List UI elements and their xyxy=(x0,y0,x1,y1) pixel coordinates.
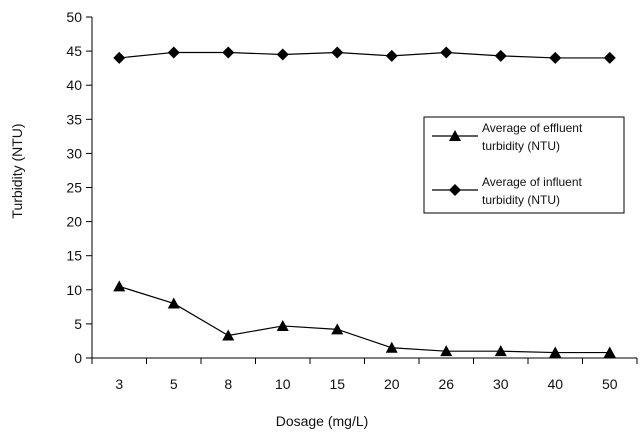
series-1-point-6 xyxy=(440,46,453,59)
series-1-point-5 xyxy=(385,49,398,62)
y-tick-label-8: 40 xyxy=(66,77,82,93)
y-tick-label-5: 25 xyxy=(66,180,82,196)
x-axis-title: Dosage (mg/L) xyxy=(276,413,369,429)
series-1-point-3 xyxy=(276,48,289,61)
series-0-point-8 xyxy=(549,346,562,358)
y-tick-label-3: 15 xyxy=(66,248,82,264)
x-tick-label-3: 10 xyxy=(275,376,291,392)
y-tick-label-9: 45 xyxy=(66,43,82,59)
y-tick-label-2: 10 xyxy=(66,282,82,298)
legend-box xyxy=(423,116,625,214)
series-0-line xyxy=(119,285,610,354)
series-1-point-2 xyxy=(222,46,235,59)
x-tick-label-4: 15 xyxy=(329,376,345,392)
legend-label-1-0: Average of influent xyxy=(482,175,583,189)
y-tick-label-7: 35 xyxy=(66,111,82,127)
series-1-line xyxy=(119,51,610,59)
series-0-point-5 xyxy=(385,341,398,353)
series-0-point-7 xyxy=(494,345,507,357)
x-tick-label-5: 20 xyxy=(384,376,400,392)
series-0-point-1 xyxy=(167,297,180,309)
y-tick-label-1: 5 xyxy=(74,316,82,332)
legend-entry-1: Average of influent turbidity (NTU) xyxy=(432,175,583,207)
y-tick-label-4: 20 xyxy=(66,214,82,230)
legend-entry-0: Average of effluent turbidity (NTU) xyxy=(432,121,583,153)
x-tick-label-2: 8 xyxy=(224,376,232,392)
legend-label-1-1: turbidity (NTU) xyxy=(482,193,560,207)
y-tick-label-10: 50 xyxy=(66,9,82,25)
x-tick-label-7: 30 xyxy=(493,376,509,392)
x-tick-label-1: 5 xyxy=(170,376,178,392)
legend-label-0-1: turbidity (NTU) xyxy=(482,139,560,153)
series-1-point-9 xyxy=(603,51,616,64)
series-0-point-6 xyxy=(440,345,453,357)
x-tick-label-6: 26 xyxy=(438,376,454,392)
series-1-point-4 xyxy=(331,46,344,59)
x-tick-label-8: 40 xyxy=(547,376,563,392)
series-0-point-2 xyxy=(222,329,235,341)
legend-marker-1 xyxy=(449,184,461,196)
series-1 xyxy=(113,46,616,64)
series-0 xyxy=(113,280,616,358)
legend-marker-0 xyxy=(449,130,461,141)
x-tick-label-0: 3 xyxy=(115,376,123,392)
y-axis-title: Turbidity (NTU) xyxy=(9,123,25,218)
series-1-point-7 xyxy=(494,49,507,62)
y-tick-label-0: 0 xyxy=(74,350,82,366)
series-0-point-4 xyxy=(331,323,344,335)
series-0-point-0 xyxy=(113,280,126,292)
series-1-point-1 xyxy=(167,46,180,59)
series-0-point-3 xyxy=(276,319,289,331)
series-1-point-0 xyxy=(113,51,126,64)
y-tick-label-6: 30 xyxy=(66,145,82,161)
series-1-point-8 xyxy=(549,51,562,64)
legend-label-0-0: Average of effluent xyxy=(482,121,583,135)
series-layer xyxy=(113,46,616,358)
x-tick-label-9: 50 xyxy=(602,376,618,392)
series-0-point-9 xyxy=(603,346,616,358)
